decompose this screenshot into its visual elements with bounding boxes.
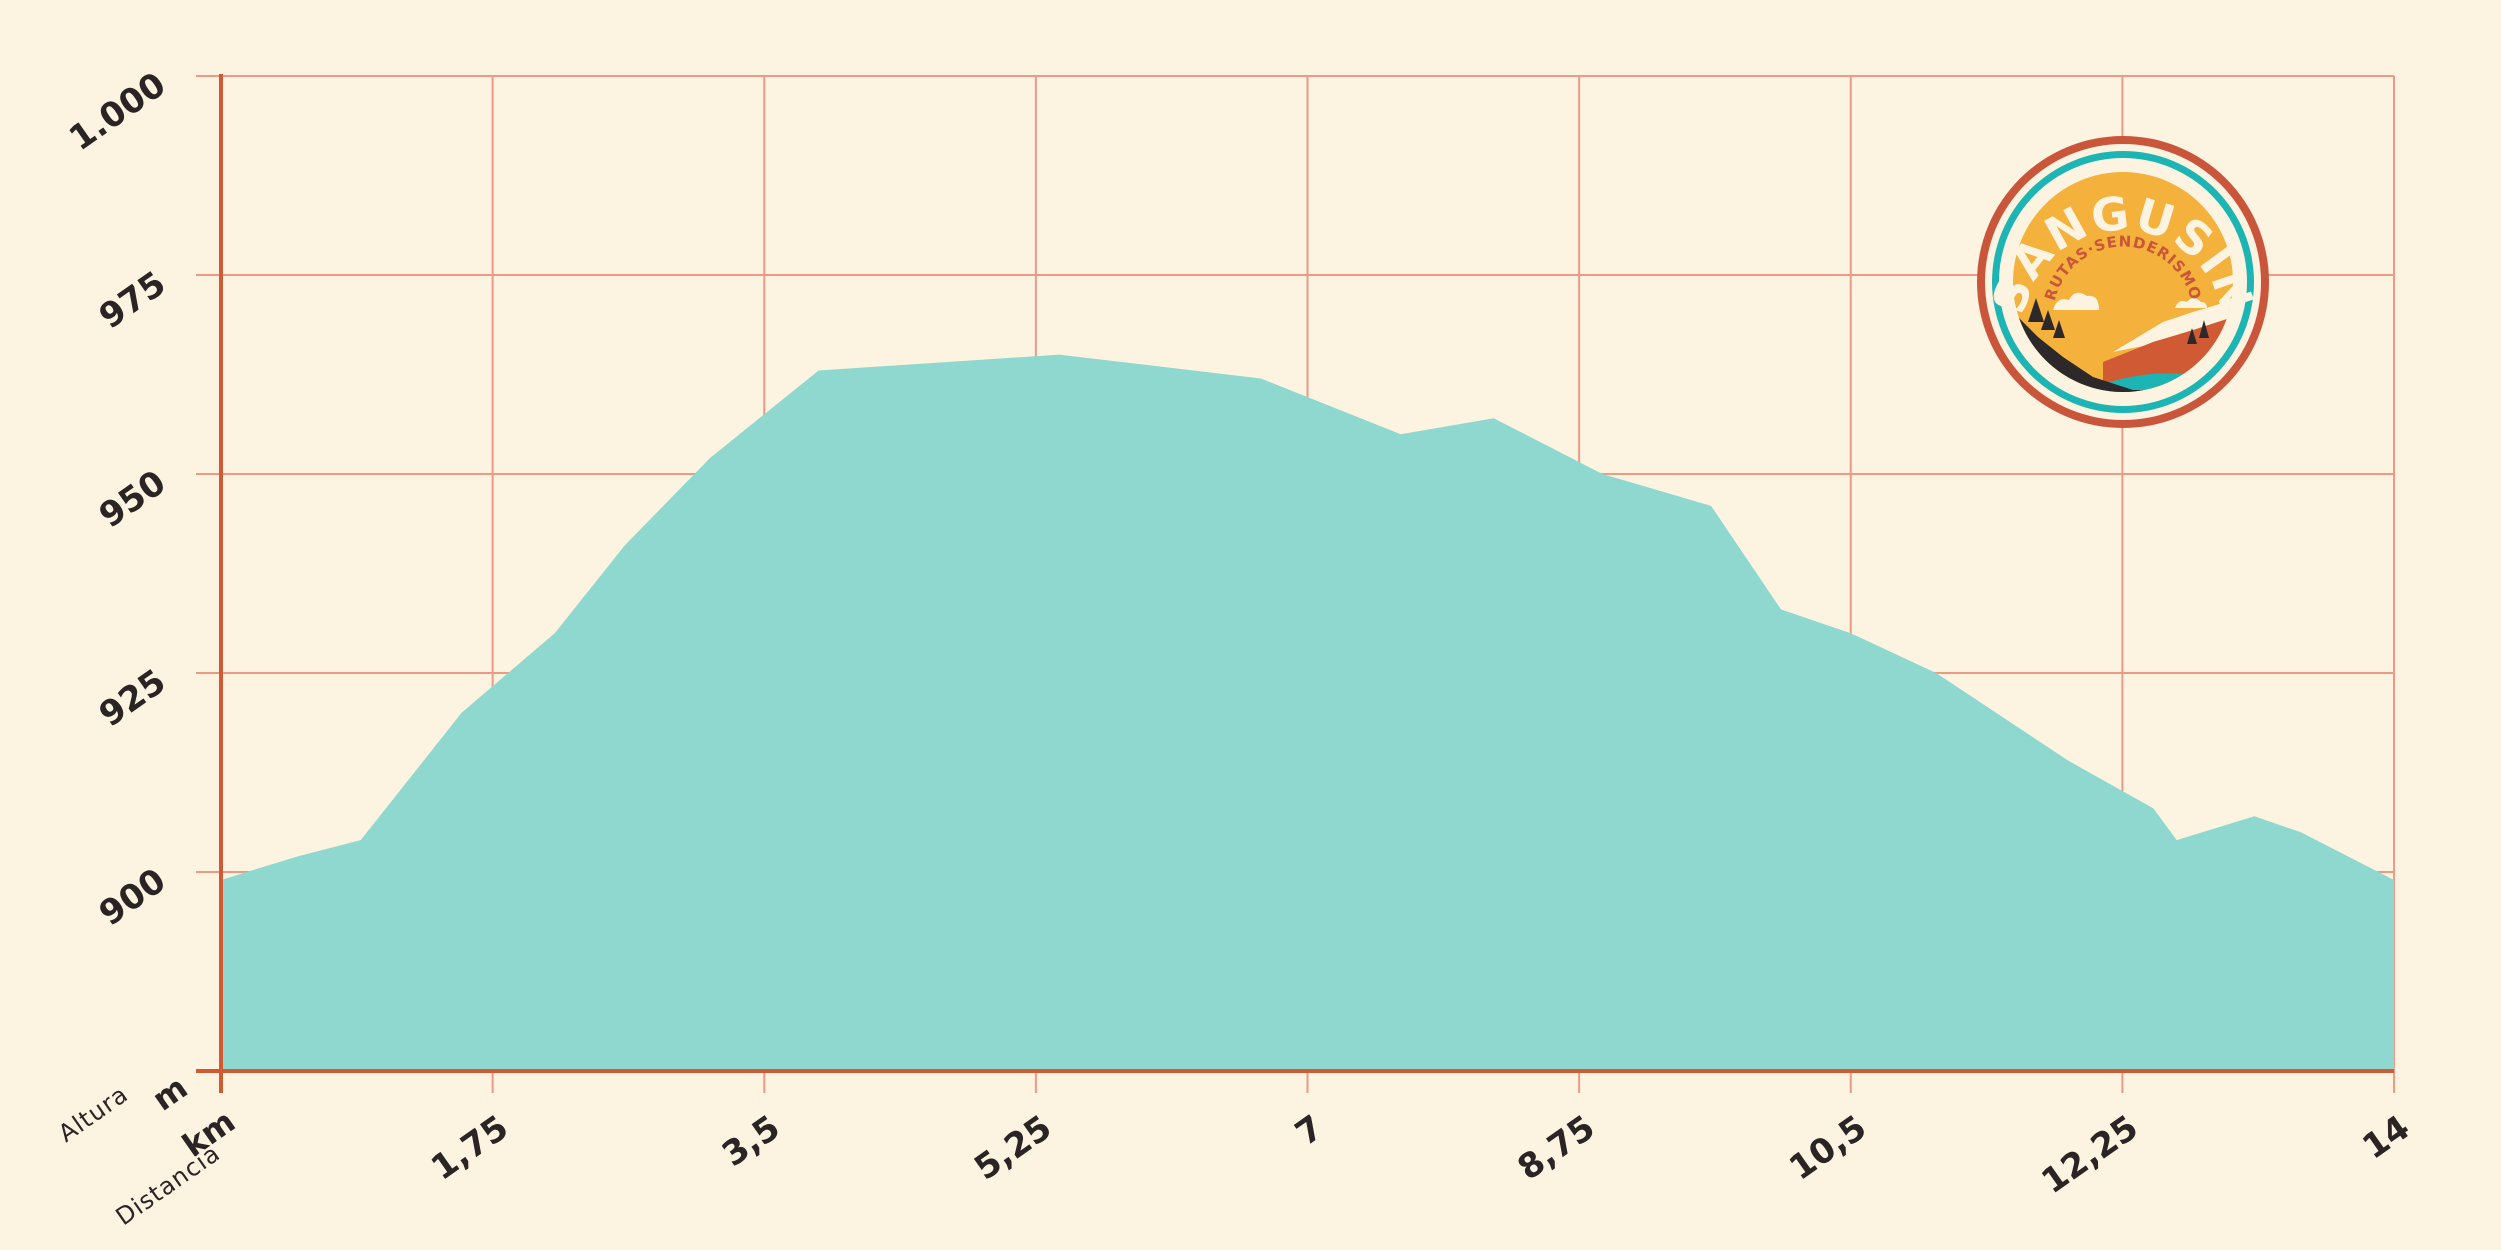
x-tick-label: 10,5 [1782,1108,1874,1189]
logo-snow-ridge [2113,300,2233,352]
x-tick-label: 8,75 [1511,1108,1603,1189]
logo-cloud-icon-small [2175,298,2207,308]
x-axis-title-group: Distancia km [111,1102,242,1231]
y-axis-unit: m [145,1068,194,1118]
axes [196,74,2394,1093]
y-tick-labels: 900 925 950 975 1.000 [62,65,173,934]
y-tick-label: 1.000 [62,65,173,159]
x-tick-label: 7 [1288,1108,1330,1154]
y-tick-label: 950 [92,463,173,536]
y-axis-title: Altura [53,1080,133,1148]
y-tick-label: 900 [92,861,173,934]
logo-cloud-icon [2053,292,2099,310]
logo-badge: SANGUSIN RUTAS·SENDERISMO [1977,136,2269,428]
y-tick-label: 925 [92,662,173,735]
x-tick-label: 14 [2355,1108,2417,1168]
x-tick-label: 12,25 [2034,1108,2145,1202]
x-tick-label: 3,5 [715,1108,787,1175]
x-tick-labels: 1,75 3,5 5,25 7 8,75 10,5 12,25 14 [424,1108,2417,1202]
elevation-area [221,354,2394,1072]
logo-tree-icon [2028,298,2209,344]
y-tick-label: 975 [92,264,173,337]
x-tick-label: 5,25 [967,1108,1059,1189]
y-axis-title-group: Altura m [53,1068,194,1148]
series-layer [221,354,2394,1072]
x-tick-label: 1,75 [424,1108,516,1189]
